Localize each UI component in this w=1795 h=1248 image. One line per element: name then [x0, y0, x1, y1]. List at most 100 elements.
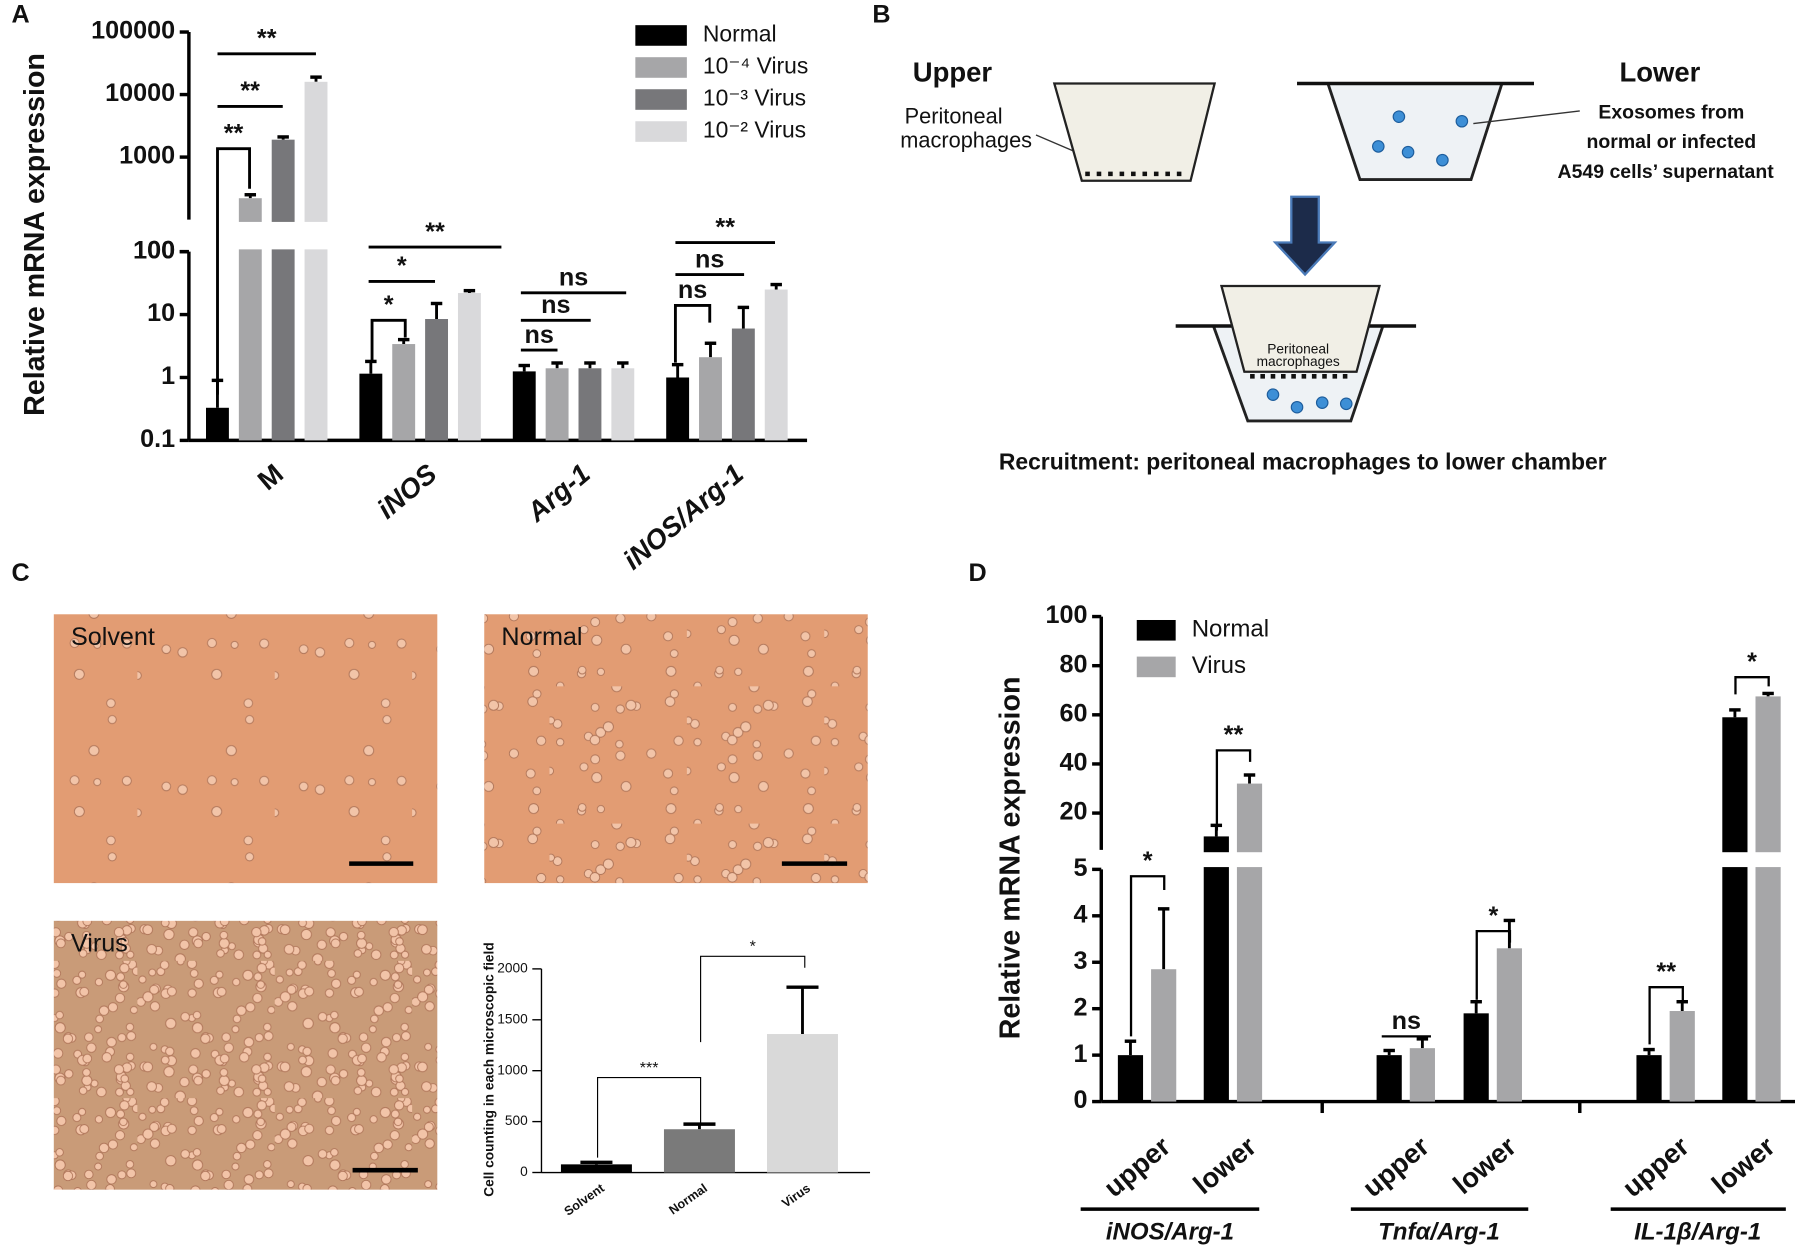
x-tick-label: iNOS/Arg-1	[617, 458, 749, 576]
legend-label: 10⁻⁴ Virus	[703, 53, 808, 79]
x-tick-label: Normal	[666, 1181, 710, 1217]
x-tick-label: upper	[1616, 1130, 1695, 1203]
y-tick-label: 0	[1074, 1086, 1088, 1114]
significance-bracket	[1648, 986, 1684, 1045]
bar	[764, 289, 788, 441]
y-tick-label: 2	[1074, 993, 1088, 1021]
bar	[1151, 969, 1177, 1102]
micrograph	[53, 920, 438, 1190]
panel-label: C	[11, 559, 29, 587]
bar	[1409, 1048, 1435, 1102]
insert	[1219, 284, 1381, 373]
diagram-label: Peritoneal	[1267, 342, 1329, 357]
x-tick-label: upper	[1098, 1130, 1177, 1203]
significance-bracket	[700, 955, 806, 1043]
well	[1325, 82, 1504, 182]
bar	[1636, 1055, 1662, 1102]
group-label: IL-1β/Arg-1	[1634, 1218, 1761, 1245]
y-tick-label: 100000	[91, 17, 175, 45]
significance-label: *	[750, 938, 756, 956]
panel-label: D	[968, 559, 986, 587]
panel-label: A	[11, 1, 29, 29]
y-axis-label: Relative mRNA expression	[995, 677, 1027, 1040]
bar	[611, 368, 635, 441]
y-axis-label: Relative mRNA expression	[19, 53, 51, 416]
bar	[238, 198, 262, 441]
diagram-label: macrophages	[900, 128, 1032, 153]
diagram-label: normal or infected	[1587, 131, 1757, 153]
legend-swatch	[635, 89, 687, 110]
bar	[271, 139, 295, 441]
significance-bracket	[1215, 749, 1252, 831]
x-tick-label: Virus	[779, 1181, 813, 1210]
y-tick-label: 2000	[497, 961, 528, 976]
bar	[1376, 1055, 1402, 1102]
bar	[663, 1129, 735, 1173]
legend-label: Normal	[1192, 616, 1269, 643]
legend-swatch	[635, 25, 687, 46]
bar	[666, 377, 690, 441]
y-tick-label: 40	[1060, 749, 1088, 777]
y-tick-label: 100	[133, 236, 175, 264]
y-tick-label: 0.1	[140, 425, 175, 453]
y-axis-label: Cell counting in each microscopic field	[482, 942, 497, 1197]
y-tick-label: 20	[1060, 798, 1088, 826]
legend-swatch	[635, 121, 687, 142]
significance-label: *	[1488, 902, 1498, 930]
significance-label: ns	[559, 264, 588, 292]
y-tick-label: 10000	[105, 79, 175, 107]
diagram: Upper Peritoneal macrophages Lower Exoso…	[900, 57, 1774, 475]
bar	[545, 368, 569, 441]
micrograph-label: Virus	[71, 930, 128, 958]
diagram-label: Exosomes from	[1598, 101, 1744, 123]
bar	[766, 1034, 838, 1173]
diagram-label: macrophages	[1257, 354, 1340, 369]
significance-label: ns	[1392, 1007, 1421, 1035]
legend-label: Virus	[1192, 652, 1246, 679]
significance-label: **	[425, 218, 445, 246]
bar	[206, 407, 229, 441]
leader-line	[1473, 110, 1580, 125]
significance-label: **	[715, 213, 735, 241]
micrograph	[484, 614, 868, 884]
significance-label: **	[1656, 958, 1676, 986]
micrographs: Solvent Normal Virus	[53, 614, 868, 1190]
significance-label: **	[1224, 721, 1244, 749]
legend-swatch	[635, 57, 687, 78]
bar	[425, 319, 449, 441]
x-tick-label: Arg-1	[520, 458, 596, 528]
diagram-label: Peritoneal	[905, 104, 1003, 129]
bar	[1203, 836, 1229, 1102]
bar	[304, 81, 328, 441]
bar	[457, 293, 481, 441]
significance-label: *	[384, 291, 394, 319]
bar	[1669, 1011, 1695, 1102]
y-tick-label: 80	[1060, 650, 1088, 678]
bar	[392, 344, 416, 441]
y-tick-label: 3	[1074, 947, 1088, 975]
y-tick-label: 4	[1074, 900, 1088, 928]
y-tick-label: 1000	[497, 1062, 528, 1077]
insert	[1052, 82, 1217, 182]
micrograph-label: Normal	[501, 623, 582, 651]
significance-label: *	[397, 252, 407, 280]
y-tick-label: 5	[1074, 854, 1088, 882]
legend-swatch	[1136, 656, 1176, 678]
bar	[1236, 783, 1263, 1102]
exosomes	[1266, 388, 1353, 414]
bar	[512, 371, 536, 441]
x-tick-label: M	[252, 458, 289, 496]
x-tick-label: iNOS	[371, 457, 443, 524]
significance-bracket	[1475, 929, 1512, 1000]
diagram-title: Lower	[1619, 57, 1700, 88]
significance-bracket	[673, 303, 712, 363]
significance-label: **	[240, 77, 260, 105]
y-tick-label: 1500	[497, 1011, 528, 1026]
significance-label: ***	[640, 1059, 659, 1077]
diagram-label: A549 cells’ supernatant	[1558, 161, 1775, 183]
x-tick-label: lower	[1447, 1130, 1522, 1200]
micrograph	[53, 614, 438, 884]
significance-label: ns	[695, 245, 724, 273]
y-tick-label: 0	[520, 1164, 528, 1179]
